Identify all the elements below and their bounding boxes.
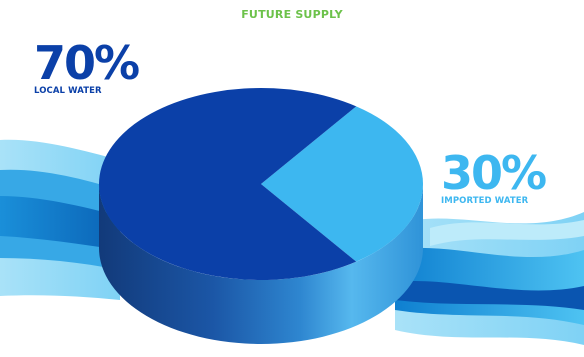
local-water-stat: 70% LOCAL WATER [34, 36, 140, 96]
imported-water-stat: 30% IMPORTED WATER [441, 146, 547, 206]
local-water-label: LOCAL WATER [34, 86, 102, 96]
pie-side [99, 184, 423, 344]
chart-title: FUTURE SUPPLY [241, 8, 343, 21]
local-water-percent: 70% [34, 36, 140, 90]
pie-slice-imported-water [261, 106, 424, 262]
wave-background [0, 139, 584, 345]
wave-left-dark [0, 196, 120, 250]
wave-right-top [430, 220, 584, 246]
wave-right-mid [395, 247, 584, 325]
imported-water-label: IMPORTED WATER [441, 196, 529, 206]
pie-slice-local-water [99, 88, 357, 280]
imported-water-percent: 30% [441, 146, 547, 200]
wave-right-dark [395, 281, 584, 310]
pie-slices [99, 88, 424, 280]
